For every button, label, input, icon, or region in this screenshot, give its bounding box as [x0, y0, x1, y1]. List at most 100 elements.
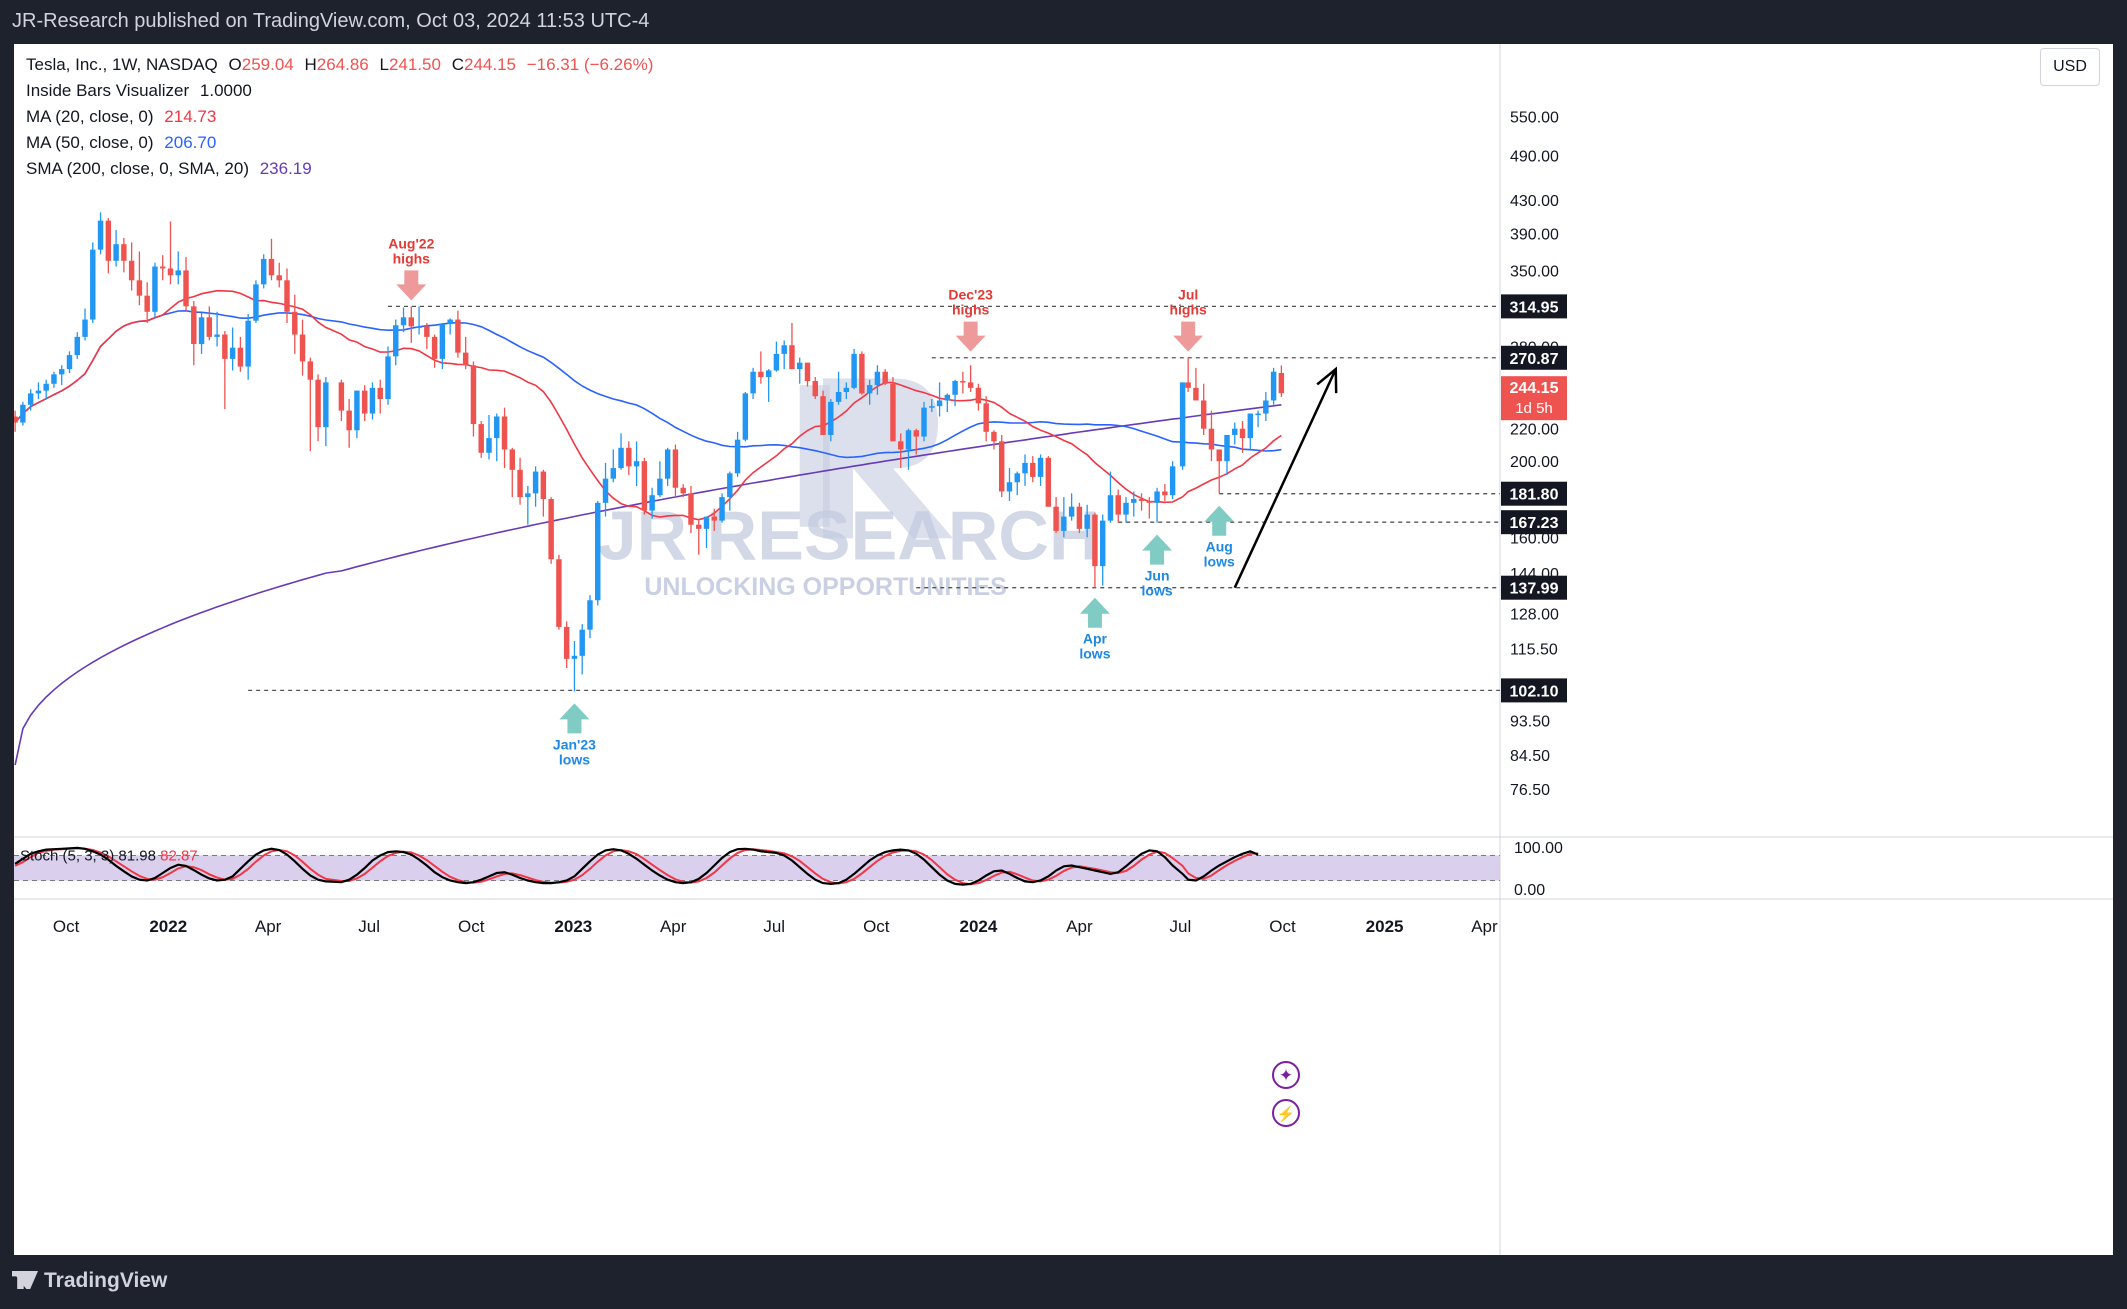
open-label: O [228, 55, 242, 74]
candle-body [866, 385, 873, 394]
tradingview-logo[interactable]: TradingView [12, 1269, 167, 1293]
candle [1247, 413, 1254, 450]
candle-body [144, 295, 150, 312]
y-tick-label: 93.50 [1510, 713, 1550, 730]
candle [315, 374, 321, 442]
candle-body [206, 317, 213, 337]
candle [486, 415, 492, 460]
candle [1193, 367, 1199, 401]
candle-body [416, 326, 422, 328]
ma50-value: 206.70 [164, 133, 217, 152]
y-tick-label: 200.00 [1510, 454, 1559, 471]
candle [897, 433, 904, 469]
candle [1154, 487, 1160, 523]
candle-body [991, 431, 997, 442]
candle-body [167, 268, 174, 276]
candle-body [268, 258, 275, 276]
candle-body [812, 381, 818, 397]
ma20-label: MA (20, close, 0) [26, 107, 154, 126]
legend-sma200-row[interactable]: SMA (200, close, 0, SMA, 20) 236.19 [26, 156, 653, 182]
high-label: H [304, 55, 317, 74]
candle [292, 294, 298, 354]
candle [229, 327, 236, 371]
y-tick-label: 128.00 [1510, 606, 1559, 623]
x-tick-label: Jul [1170, 917, 1192, 936]
candle [361, 385, 368, 422]
candle-body [494, 416, 500, 439]
candle [626, 441, 632, 476]
candle [742, 392, 749, 442]
tradingview-brand-text: TradingView [44, 1269, 168, 1292]
candle-body [191, 306, 197, 345]
sma200-label: SMA (200, close, 0, SMA, 20) [26, 159, 249, 178]
candle [346, 399, 352, 448]
candle-body [664, 449, 671, 479]
candle [369, 382, 376, 420]
candle [851, 348, 857, 390]
candle [1146, 497, 1153, 519]
candle-body [1179, 382, 1186, 467]
legend-ibv-row[interactable]: Inside Bars Visualizer 1.0000 [26, 78, 653, 104]
candle [377, 379, 383, 414]
published-by-text: JR-Research published on TradingView.com… [12, 10, 650, 32]
annotation-label: Jul [1178, 287, 1198, 303]
candle [35, 382, 42, 400]
legend-ma20-row[interactable]: MA (20, close, 0) 214.73 [26, 104, 653, 130]
annotation-label: highs [393, 250, 431, 266]
legend-ma50-row[interactable]: MA (50, close, 0) 206.70 [26, 130, 653, 156]
candle [105, 218, 112, 274]
candle [1232, 422, 1238, 445]
candle [1006, 468, 1013, 501]
candle [696, 520, 702, 555]
x-tick-label: Apr [1471, 917, 1498, 936]
candle-body [1255, 413, 1261, 416]
stoch-tick-label: 100.00 [1514, 840, 1563, 857]
candle [431, 334, 438, 368]
candle [268, 238, 275, 281]
candle-body [1239, 428, 1246, 439]
candle-body [237, 347, 244, 367]
candle [610, 449, 617, 483]
candle [1162, 484, 1168, 501]
level-label-box [1501, 575, 1567, 600]
candle-body [1099, 520, 1106, 567]
candle [128, 242, 135, 291]
candle [1061, 497, 1067, 538]
change-value: −16.31 (−6.26%) [526, 55, 654, 74]
annotation-label: Dec'23 [948, 287, 993, 303]
annotation-arrow-down [1173, 321, 1204, 352]
stoch-k-value: 81.98 [118, 848, 160, 865]
candle-body [633, 461, 640, 467]
candle-body [789, 345, 795, 370]
candle-body [51, 374, 57, 384]
candle [501, 407, 508, 469]
candle-body [315, 379, 321, 428]
candle-body [346, 410, 352, 431]
candle-body [14, 416, 18, 423]
symbol-name[interactable]: Tesla, Inc., 1W, NASDAQ [26, 55, 218, 74]
candle-body [727, 473, 733, 498]
projection-arrow-line [1233, 368, 1337, 589]
candle [975, 383, 982, 411]
candle [51, 371, 57, 388]
candle-body [501, 416, 508, 450]
candle-body [859, 353, 865, 394]
candle-body [74, 336, 80, 356]
candle-body [1014, 473, 1020, 483]
candle [1208, 410, 1215, 462]
level-label-text: 314.95 [1510, 299, 1559, 316]
candle-body [198, 317, 205, 345]
candle-body [897, 441, 904, 450]
candle-body [229, 347, 236, 359]
low-value: 241.50 [388, 55, 441, 74]
currency-button[interactable]: USD [2040, 48, 2100, 86]
level-label-text: 102.10 [1510, 683, 1559, 700]
candle [563, 621, 570, 669]
watermark-title: JR RESEARCH [598, 496, 1100, 574]
candle [385, 346, 391, 405]
candle [998, 434, 1005, 498]
annotation-arrow-up [559, 703, 590, 734]
candle [400, 307, 407, 333]
candle [66, 351, 73, 374]
